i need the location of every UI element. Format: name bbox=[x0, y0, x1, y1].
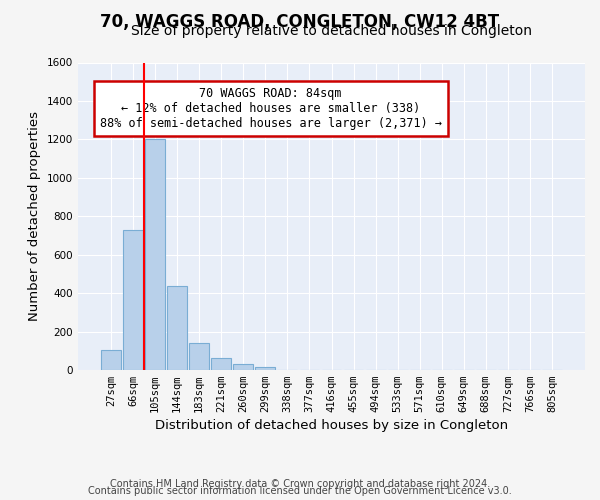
Bar bbox=[189, 343, 209, 370]
Bar bbox=[211, 358, 231, 370]
Y-axis label: Number of detached properties: Number of detached properties bbox=[28, 112, 41, 322]
Bar bbox=[256, 367, 275, 370]
Bar bbox=[145, 140, 165, 370]
Bar bbox=[101, 350, 121, 370]
Bar bbox=[233, 364, 253, 370]
Text: 70, WAGGS ROAD, CONGLETON, CW12 4BT: 70, WAGGS ROAD, CONGLETON, CW12 4BT bbox=[100, 12, 500, 30]
Text: 70 WAGGS ROAD: 84sqm
← 12% of detached houses are smaller (338)
88% of semi-deta: 70 WAGGS ROAD: 84sqm ← 12% of detached h… bbox=[100, 87, 442, 130]
Title: Size of property relative to detached houses in Congleton: Size of property relative to detached ho… bbox=[131, 24, 532, 38]
Bar bbox=[123, 230, 143, 370]
Bar bbox=[167, 286, 187, 370]
Text: Contains HM Land Registry data © Crown copyright and database right 2024.: Contains HM Land Registry data © Crown c… bbox=[110, 479, 490, 489]
Text: Contains public sector information licensed under the Open Government Licence v3: Contains public sector information licen… bbox=[88, 486, 512, 496]
X-axis label: Distribution of detached houses by size in Congleton: Distribution of detached houses by size … bbox=[155, 420, 508, 432]
